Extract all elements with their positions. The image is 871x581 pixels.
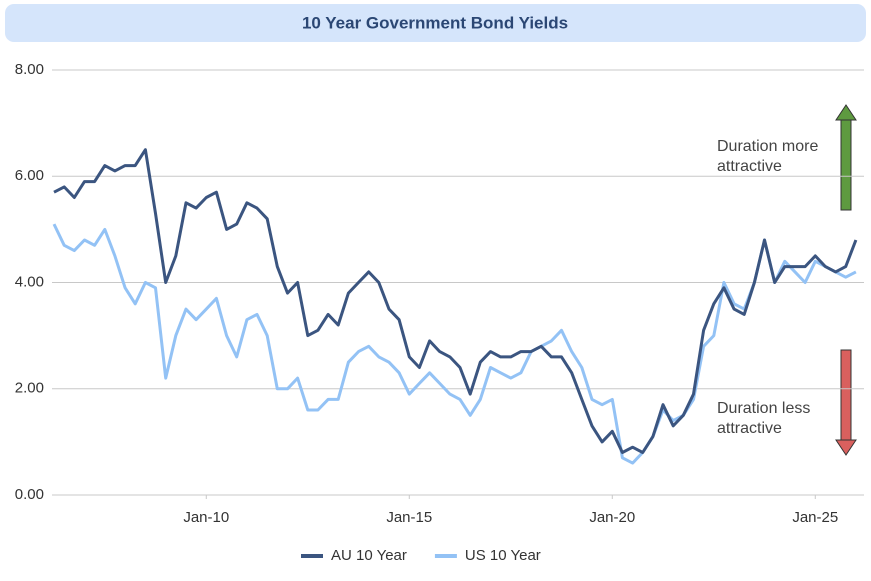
annotation: attractive bbox=[717, 420, 782, 437]
y-tick-label: 8.00 bbox=[15, 61, 44, 78]
series-line bbox=[53, 148, 858, 454]
annotation: Duration less bbox=[717, 400, 810, 417]
y-tick-label: 0.00 bbox=[15, 486, 44, 503]
annotation: Duration more bbox=[717, 138, 818, 155]
title-box bbox=[5, 4, 866, 42]
y-tick-label: 2.00 bbox=[15, 380, 44, 397]
arrow-up bbox=[835, 104, 857, 211]
y-tick-label: 4.00 bbox=[15, 273, 44, 290]
chart-title: 10 Year Government Bond Yields bbox=[302, 13, 568, 32]
x-tick-label: Jan-15 bbox=[386, 509, 432, 526]
y-tick-label: 6.00 bbox=[15, 167, 44, 184]
legend-label: US 10 Year bbox=[465, 547, 541, 564]
legend-label: AU 10 Year bbox=[331, 547, 407, 564]
x-tick-label: Jan-20 bbox=[589, 509, 635, 526]
x-tick-label: Jan-25 bbox=[792, 509, 838, 526]
arrow-down bbox=[835, 349, 857, 456]
x-tick-label: Jan-10 bbox=[183, 509, 229, 526]
annotation: attractive bbox=[717, 158, 782, 175]
